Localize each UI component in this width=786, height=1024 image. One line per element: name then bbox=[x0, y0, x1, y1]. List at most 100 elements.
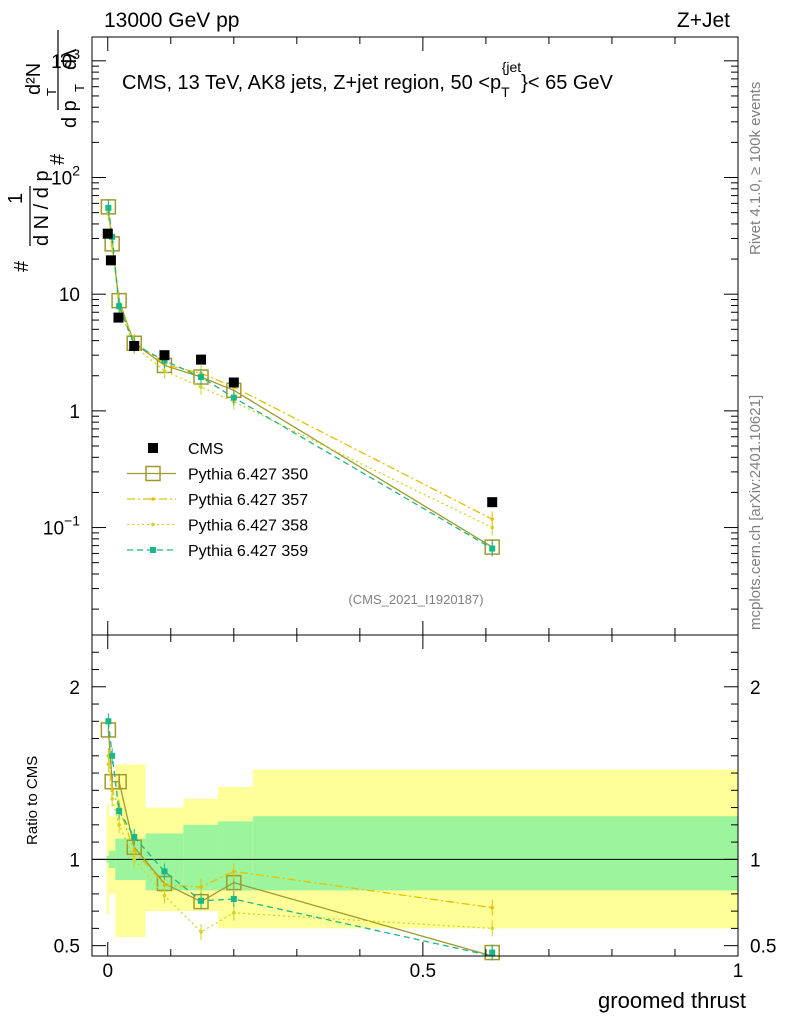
ratio-y-tick-label-left: 2 bbox=[69, 678, 80, 699]
legend-marker bbox=[145, 465, 161, 482]
x-tick-label: 0 bbox=[102, 961, 113, 982]
ratio-marker-2 bbox=[110, 797, 114, 801]
ylabel-dN: d N / d p bbox=[31, 170, 53, 246]
ratio-line-3 bbox=[107, 721, 493, 957]
y-tick-label: 1 bbox=[69, 402, 80, 423]
legend-label: CMS bbox=[188, 441, 224, 458]
legend-label: Pythia 6.427 359 bbox=[188, 543, 308, 560]
series-marker-3 bbox=[230, 394, 237, 401]
legend-marker bbox=[148, 443, 158, 453]
ratio-line-0 bbox=[107, 729, 493, 957]
ratio-marker-2 bbox=[132, 857, 137, 862]
ratio-panel-frame bbox=[91, 634, 739, 957]
x-tick-label: 0.5 bbox=[410, 961, 436, 982]
legend-label: Pythia 6.427 358 bbox=[188, 518, 308, 535]
ratio-marker-2 bbox=[490, 926, 495, 931]
ylabel-hash-2: # bbox=[47, 153, 69, 165]
chart-title-main: CMS, 13 TeV, AK8 jets, Z+jet region, 50 … bbox=[122, 72, 501, 94]
ratio-marker-2 bbox=[162, 893, 167, 898]
series-marker-2 bbox=[110, 243, 114, 248]
ratio-marker-2 bbox=[232, 911, 236, 915]
axis-tick-labels: 0 0.5 1 10−1 1 10 102 103 0.5 0.5 1 1 2 2 bbox=[43, 46, 777, 982]
axis-ticks bbox=[92, 37, 739, 956]
rivet-label: Rivet 4.1.0, ≥ 100k events bbox=[747, 82, 764, 255]
ratio-marker-3 bbox=[161, 868, 168, 875]
legend: CMS Pythia 6.427 350 Pythia 6.427 357 Pythi… bbox=[127, 441, 308, 560]
series-marker-3 bbox=[161, 357, 168, 364]
ratio-marker-1 bbox=[232, 869, 236, 874]
ratio-y-tick-label-right: 0.5 bbox=[750, 937, 776, 958]
ratio-line-1 bbox=[107, 755, 493, 909]
series-marker-2 bbox=[162, 369, 167, 373]
main-series-lines bbox=[100, 198, 500, 557]
series-marker-3 bbox=[198, 374, 205, 381]
mcplots-label: mcplots.cern.ch [arXiv:2401.10621] bbox=[747, 395, 764, 630]
series-marker-2 bbox=[490, 525, 495, 530]
legend-marker bbox=[150, 547, 156, 553]
ratio-marker-3 bbox=[230, 896, 237, 903]
ratio-marker-2 bbox=[106, 762, 111, 767]
ratio-marker-2 bbox=[199, 930, 203, 934]
data-point bbox=[129, 340, 140, 351]
series-marker-1 bbox=[490, 517, 495, 521]
ratio-marker-1 bbox=[199, 885, 203, 889]
legend-marker bbox=[151, 522, 155, 527]
main-y-axis-label: # 1 d N / d p T # d²N d p T dλ bbox=[5, 30, 87, 272]
series-marker-2 bbox=[199, 385, 203, 389]
chart-title: CMS, 13 TeV, AK8 jets, Z+jet region, 50 … bbox=[122, 59, 614, 100]
ylabel-lambda: dλ bbox=[59, 49, 81, 70]
legend-label: Pythia 6.427 350 bbox=[188, 467, 308, 484]
ylabel-denom: d p bbox=[59, 100, 81, 128]
ratio-marker-1 bbox=[132, 848, 137, 853]
header-right: Z+Jet bbox=[677, 9, 730, 32]
ratio-y-axis-label: Ratio to CMS bbox=[24, 756, 41, 845]
data-point bbox=[102, 228, 113, 239]
ylabel-T1: T bbox=[44, 88, 59, 96]
ratio-y-tick-label-left: 1 bbox=[69, 850, 80, 871]
x-axis-label: groomed thrust bbox=[598, 988, 746, 1013]
chart-title-sup: {jet bbox=[502, 59, 522, 75]
series-marker-3 bbox=[116, 303, 123, 310]
chart-title-rest: }< 65 GeV bbox=[521, 72, 613, 94]
band-inner bbox=[252, 816, 738, 891]
series-marker-3 bbox=[105, 204, 112, 211]
ratio-marker-0 bbox=[111, 773, 127, 790]
x-tick-label: 1 bbox=[733, 961, 744, 982]
chart-title-sub: T bbox=[501, 84, 510, 100]
data-point bbox=[113, 312, 124, 323]
y-tick-label: 103 bbox=[51, 46, 80, 73]
header-left: 13000 GeV pp bbox=[104, 9, 239, 32]
ratio-uncertainty-bands bbox=[106, 764, 738, 938]
ylabel-T2: T bbox=[72, 84, 87, 92]
ratio-marker-3 bbox=[105, 718, 112, 725]
data-point bbox=[487, 497, 498, 508]
data-point bbox=[228, 377, 239, 388]
ratio-marker-2 bbox=[117, 823, 121, 827]
ratio-marker-1 bbox=[162, 883, 167, 888]
ratio-y-tick-label-left: 0.5 bbox=[54, 937, 80, 958]
ylabel-one: 1 bbox=[5, 193, 27, 204]
ratio-marker-3 bbox=[109, 752, 116, 759]
y-tick-label: 10−1 bbox=[43, 513, 80, 540]
legend-label: Pythia 6.427 357 bbox=[188, 492, 308, 509]
ratio-marker-3 bbox=[116, 808, 123, 815]
ratio-marker-3 bbox=[198, 897, 205, 904]
data-point bbox=[105, 255, 116, 266]
band-inner bbox=[218, 821, 253, 891]
ratio-series-lines bbox=[100, 713, 500, 961]
analysis-watermark: (CMS_2021_I1920187) bbox=[348, 592, 483, 607]
ratio-marker-1 bbox=[490, 905, 495, 910]
ratio-marker-3 bbox=[489, 949, 496, 956]
ratio-y-tick-label-right: 1 bbox=[750, 850, 761, 871]
series-marker-3 bbox=[489, 545, 496, 552]
series-line-3 bbox=[107, 207, 493, 550]
ylabel-hash-1: # bbox=[11, 260, 33, 272]
data-point bbox=[159, 350, 170, 361]
legend-marker bbox=[151, 497, 155, 501]
data-point bbox=[196, 354, 207, 365]
ratio-y-tick-label-right: 2 bbox=[750, 678, 761, 699]
y-tick-label: 102 bbox=[51, 163, 80, 190]
y-tick-label: 10 bbox=[59, 285, 80, 306]
ylabel-numerator: d²N bbox=[23, 63, 45, 95]
